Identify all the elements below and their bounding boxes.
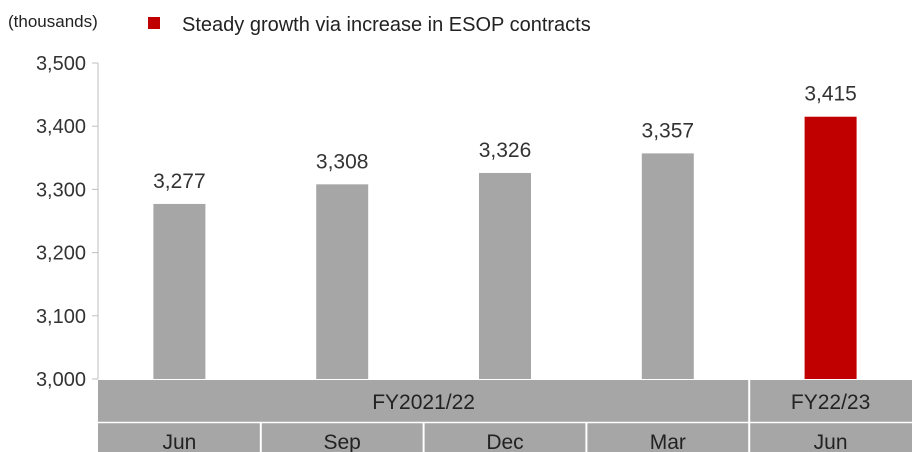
- x-axis: FY2021/22 FY22/23 Jun Sep Dec Mar Jun: [98, 380, 912, 452]
- data-label: 3,277: [153, 170, 206, 193]
- fiscal-year-cell: [98, 380, 750, 422]
- y-tick-label: 3,500: [36, 53, 86, 75]
- category-cell: [423, 423, 587, 452]
- bar: [153, 203, 206, 379]
- bar: [479, 172, 531, 379]
- bar: [316, 184, 369, 379]
- category-label: Jun: [814, 431, 848, 452]
- category-label: Sep: [324, 431, 361, 452]
- bar: [641, 153, 694, 379]
- category-cell: [586, 423, 750, 452]
- fiscal-year-cell: [749, 380, 912, 422]
- bar: [804, 116, 857, 379]
- fiscal-year-label: FY2021/22: [372, 391, 475, 414]
- legend-text: Steady growth via increase in ESOP contr…: [182, 14, 591, 36]
- category-cell: [260, 423, 424, 452]
- y-tick-label: 3,200: [36, 243, 86, 265]
- y-tick-label: 3,300: [36, 179, 86, 201]
- fiscal-year-label: FY22/23: [791, 391, 870, 414]
- data-label: 3,357: [642, 119, 695, 142]
- data-label: 3,326: [479, 139, 532, 162]
- legend-swatch: [148, 17, 160, 29]
- category-cell: [749, 423, 912, 452]
- category-label: Dec: [486, 431, 523, 452]
- data-label: 3,308: [316, 150, 369, 173]
- y-tick-label: 3,100: [36, 306, 86, 328]
- y-tick-label: 3,400: [36, 116, 86, 138]
- category-cell: [98, 423, 261, 452]
- unit-label: (thousands): [8, 12, 98, 31]
- data-labels: 3,277 3,308 3,326 3,357 3,415: [153, 83, 857, 193]
- y-axis: 3,000 3,100 3,200 3,300 3,400 3,500: [36, 53, 99, 391]
- bars: [153, 116, 857, 379]
- category-label: Mar: [650, 431, 686, 452]
- y-tick-label: 3,000: [36, 369, 86, 391]
- data-label: 3,415: [804, 83, 857, 106]
- category-label: Jun: [162, 431, 196, 452]
